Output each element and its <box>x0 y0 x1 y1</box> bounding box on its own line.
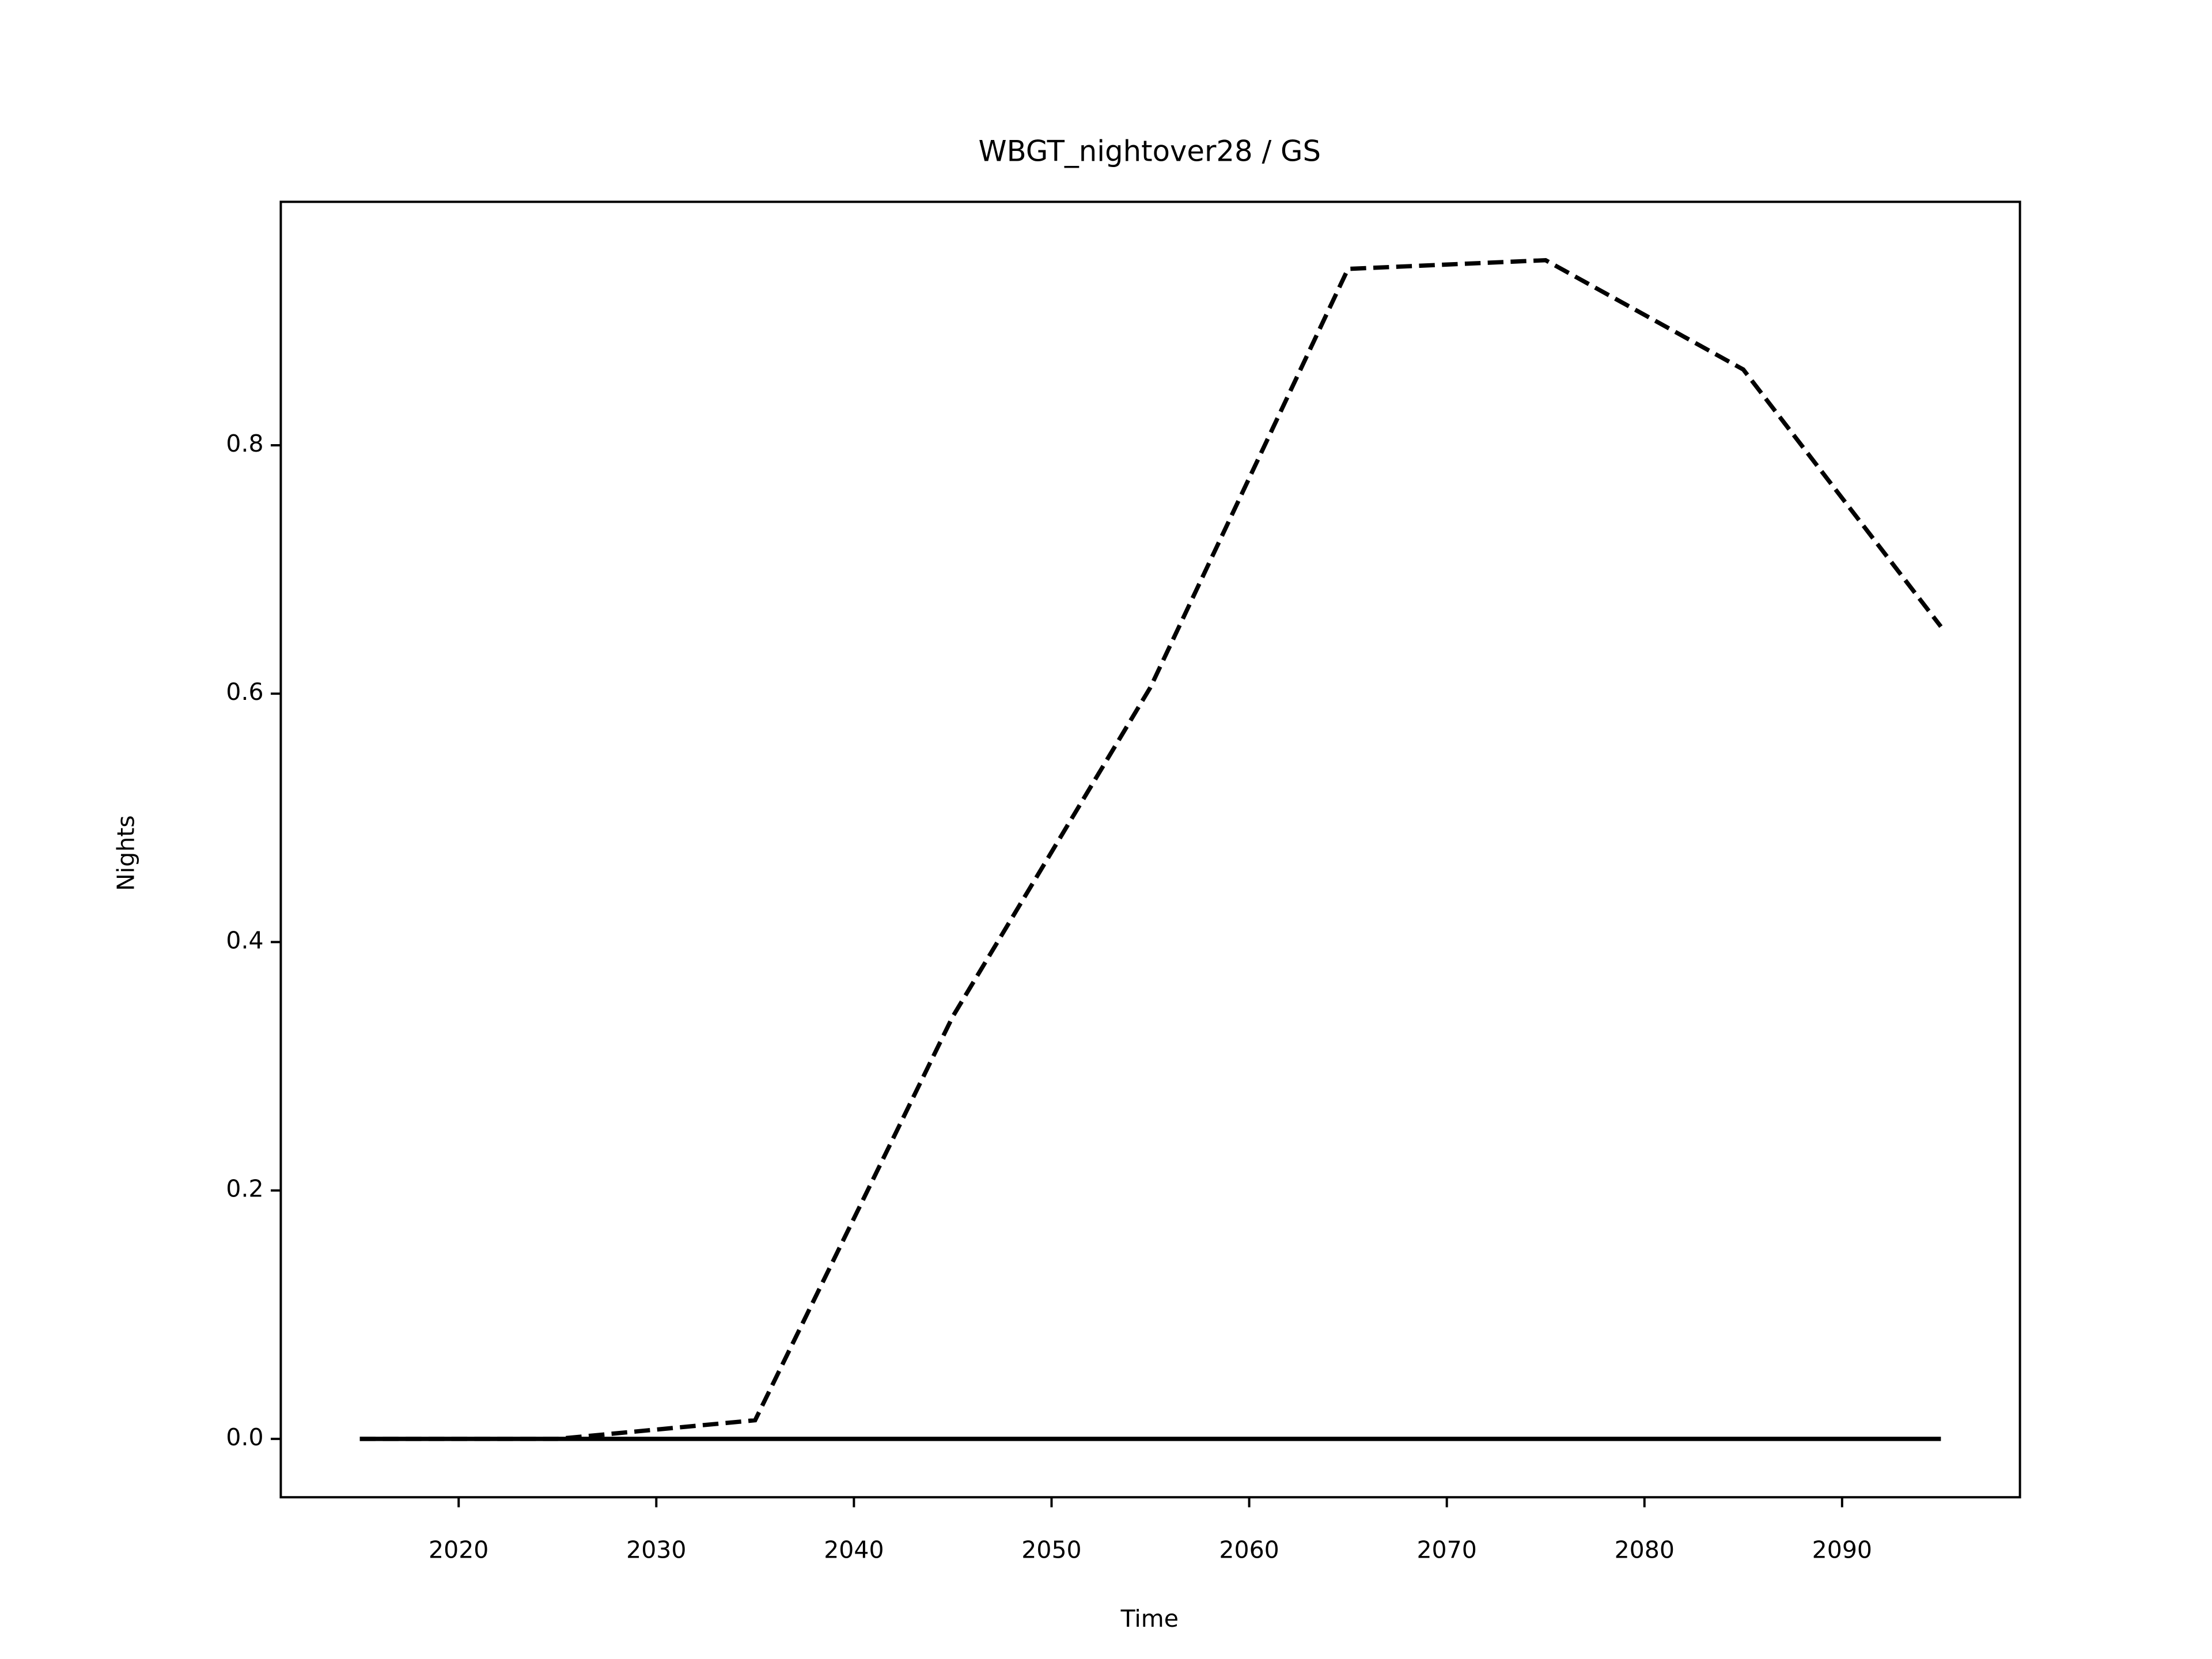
x-axis-label: Time <box>1120 1605 1179 1633</box>
x-tick-label: 2030 <box>626 1536 686 1564</box>
y-axis-label: Nights <box>112 815 140 891</box>
x-tick-label: 2040 <box>824 1536 884 1564</box>
y-tick-label: 0.2 <box>226 1175 263 1203</box>
x-tick-label: 2070 <box>1416 1536 1476 1564</box>
data-line <box>359 257 1943 1441</box>
y-tick-label: 0.4 <box>226 926 263 954</box>
y-tick-label: 0.6 <box>226 678 263 706</box>
x-tick-label: 2020 <box>429 1536 488 1564</box>
x-tick-label: 2080 <box>1615 1536 1675 1564</box>
x-tick-label: 2060 <box>1219 1536 1279 1564</box>
y-tick-label: 0.8 <box>226 430 263 457</box>
x-tick-label: 2050 <box>1021 1536 1081 1564</box>
x-tick-label: 2090 <box>1812 1536 1872 1564</box>
y-tick-label: 0.0 <box>226 1423 263 1451</box>
plot-frame <box>279 200 2021 1499</box>
chart-title: WBGT_nightover28 / GS <box>979 134 1321 168</box>
